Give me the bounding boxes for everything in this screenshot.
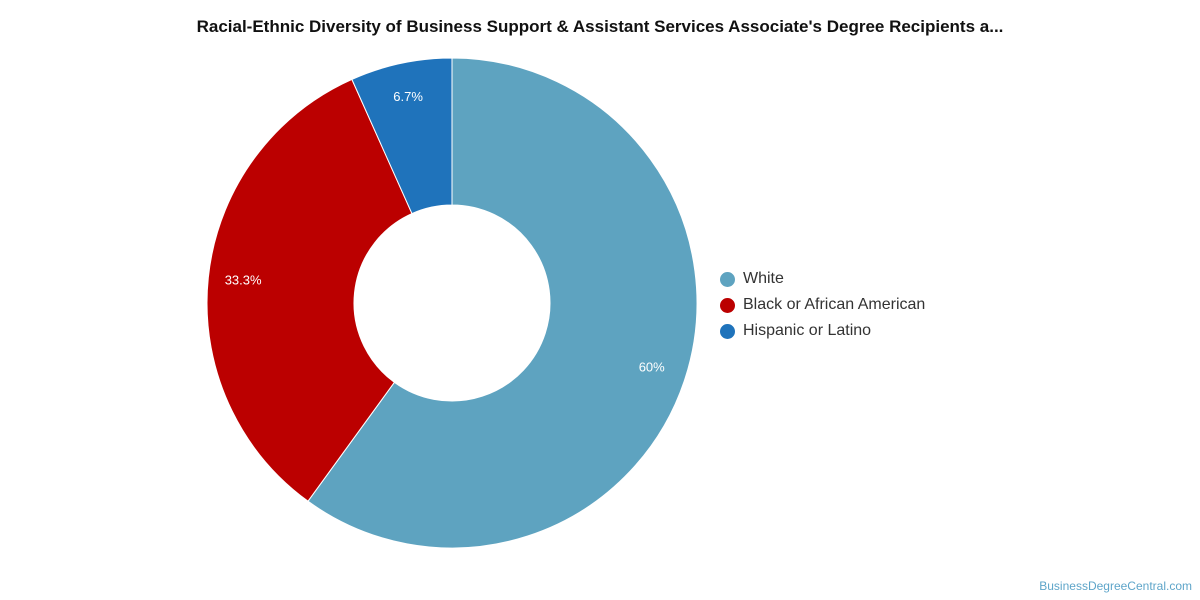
- source-credit[interactable]: BusinessDegreeCentral.com: [1039, 579, 1192, 593]
- slice-white[interactable]: [307, 57, 698, 549]
- slice-hispanic-or-latino[interactable]: [351, 57, 453, 215]
- slice-value-label: 33.3%: [225, 273, 262, 288]
- slice-black-or-african-american[interactable]: [206, 78, 413, 502]
- legend-swatch-icon: [720, 297, 735, 313]
- legend-item[interactable]: Black or African American: [720, 292, 925, 318]
- legend-label: Black or African American: [743, 296, 926, 313]
- legend-item[interactable]: Hispanic or Latino: [720, 318, 925, 344]
- legend-swatch-icon: [720, 271, 735, 287]
- legend-swatch-icon: [720, 323, 735, 339]
- chart-title: Racial-Ethnic Diversity of Business Supp…: [196, 17, 1004, 36]
- chart-legend: White Black or African American Hispanic o…: [720, 266, 925, 344]
- legend-label: Hispanic or Latino: [743, 322, 872, 339]
- legend-item[interactable]: White: [720, 266, 925, 292]
- slice-labels: 60% 33.3% 6.7%: [225, 89, 665, 374]
- slice-value-label: 60%: [639, 359, 665, 374]
- legend-label: White: [743, 270, 784, 287]
- donut-slices: [206, 57, 698, 549]
- slice-value-label: 6.7%: [393, 89, 423, 104]
